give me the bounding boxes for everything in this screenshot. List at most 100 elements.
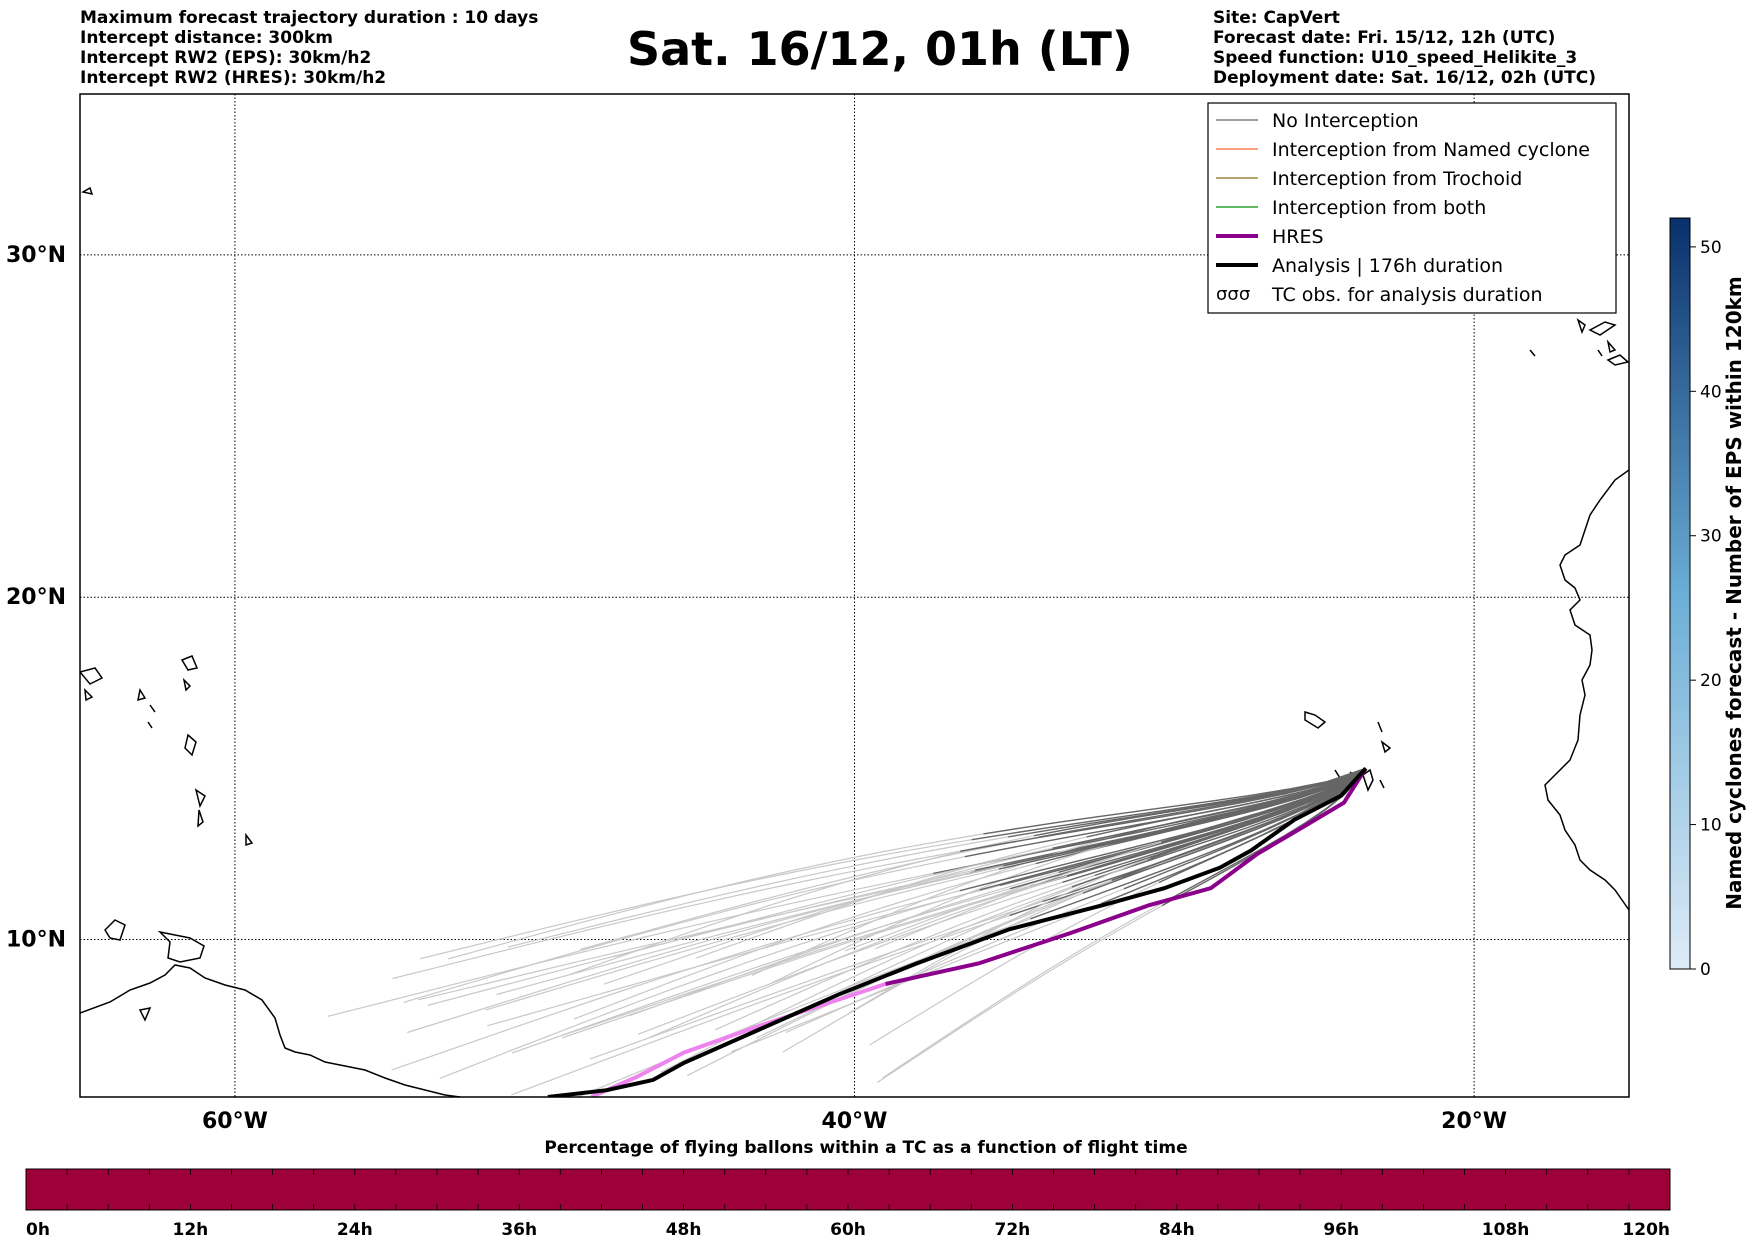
colorbar-right-label: Named cyclones forecast - Number of EPS …: [1722, 276, 1746, 910]
lon-tick-label: 20°W: [1441, 1109, 1507, 1134]
ensemble-track-far: [614, 847, 1053, 958]
ensemble-track-far: [439, 889, 980, 1079]
ensemble-track-far: [637, 881, 1063, 1035]
ensemble-track-near: [1008, 767, 1366, 838]
antilles-coast: [137, 655, 254, 847]
ensemble-track-far: [848, 857, 1151, 1014]
lat-tick-label: 10°N: [6, 928, 66, 953]
colorbar-bottom-tick-label: 120h: [1622, 1220, 1670, 1240]
colorbar-bottom-tick-label: 36h: [501, 1220, 537, 1240]
info-line: Forecast date: Fri. 15/12, 12h (UTC): [1213, 28, 1556, 48]
ensemble-track-far: [771, 841, 1119, 984]
ensemble-track-near: [1052, 767, 1367, 849]
ensemble-track-near: [1066, 767, 1367, 877]
colorbar-bottom-tick-label: 72h: [995, 1220, 1031, 1240]
colorbar-bottom: Percentage of flying ballons within a TC…: [25, 1138, 1671, 1240]
colorbar-right-tick-label: 20: [1700, 671, 1722, 691]
trinidad-coast: [157, 930, 205, 963]
ensemble-track-far: [755, 879, 1112, 1039]
info-line: Maximum forecast trajectory duration : 1…: [80, 8, 539, 28]
ensemble-track-far: [511, 888, 1011, 1054]
ensemble-track-near: [964, 767, 1366, 858]
legend-box: [1207, 102, 1617, 314]
ensemble-track-far: [403, 856, 965, 1003]
colorbar-bottom-tick-label: 24h: [337, 1220, 373, 1240]
ensemble-track-far: [447, 833, 984, 960]
ensemble-track-far: [580, 836, 1039, 950]
legend-label: HRES: [1272, 226, 1324, 248]
colorbar-right-tick-label: 50: [1700, 238, 1722, 258]
colorbar-bottom-tick-label: 0h: [26, 1220, 50, 1240]
main-trajectories: [547, 767, 1368, 1097]
legend-label: Analysis | 176h duration: [1272, 255, 1503, 277]
ensemble-track-far: [874, 841, 1162, 950]
ensemble-track-far: [485, 868, 1000, 1011]
ensemble-track-near: [1082, 767, 1367, 894]
info-line: Deployment date: Sat. 16/12, 02h (UTC): [1213, 68, 1597, 88]
colorbar-bottom-label: Percentage of flying ballons within a TC…: [544, 1138, 1187, 1158]
canary-islands-coast: [1529, 318, 1629, 366]
page-title: Sat. 16/12, 01h (LT): [627, 22, 1133, 76]
ensemble-track-far: [327, 872, 934, 1017]
colorbar-right-tick-label: 10: [1700, 816, 1722, 836]
ensemble-trajectories: [327, 767, 1367, 1097]
ensemble-track-near: [959, 767, 1367, 892]
ensemble-track-far: [882, 901, 1165, 1079]
ensemble-track-far: [603, 849, 1049, 985]
ensemble-track-far: [782, 876, 1124, 1053]
northern-islands-coast: [80, 186, 94, 196]
hres-track: [885, 767, 1368, 986]
info-line: Intercept distance: 300km: [80, 28, 333, 48]
ensemble-track-far: [392, 850, 961, 980]
colorbar-bottom-tick-label: 84h: [1159, 1220, 1195, 1240]
lat-tick-label: 30°N: [6, 243, 66, 268]
tc-obs-symbol-icon: σσσ: [1216, 284, 1250, 305]
lon-tick-label: 40°W: [822, 1109, 888, 1134]
longitude-labels: 60°W 40°W 20°W: [202, 1109, 1507, 1134]
map-frame: [79, 93, 1630, 1098]
ensemble-track-far: [487, 884, 1000, 1027]
ensemble-track-near: [1003, 767, 1367, 867]
ensemble-track-far: [496, 865, 1004, 996]
colorbar-bottom-bar: [25, 1168, 1671, 1211]
ensemble-track-far: [628, 871, 1059, 1017]
ensemble-track-near: [1111, 767, 1367, 881]
ensemble-track-far: [714, 874, 1095, 1031]
legend-label: Interception from Trochoid: [1272, 168, 1522, 190]
colorbar-bottom-tick-label: 60h: [830, 1220, 866, 1240]
colorbar-bottom-tick-label: 96h: [1323, 1220, 1359, 1240]
legend-label: Interception from Named cyclone: [1272, 139, 1590, 161]
africa-coast: [1544, 469, 1629, 911]
lat-tick-label: 20°N: [6, 585, 66, 610]
colorbar-right-tick-label: 0: [1700, 960, 1711, 980]
ensemble-track-far: [576, 918, 1031, 1097]
ensemble-track-near: [983, 767, 1366, 835]
ensemble-track-near: [960, 767, 1366, 852]
coastlines: [80, 186, 1629, 1097]
legend-label: Interception from both: [1272, 197, 1486, 219]
colorbar-right-gradient: [1669, 217, 1691, 970]
ensemble-track-far: [391, 890, 960, 1071]
info-left: Maximum forecast trajectory duration : 1…: [80, 8, 538, 88]
ensemble-track-near: [1094, 767, 1367, 877]
ensemble-track-far: [561, 885, 1031, 1037]
ensemble-track-far: [869, 881, 1160, 1046]
lon-tick-label: 60°W: [202, 1109, 268, 1134]
colorbar-bottom-tick-label: 48h: [666, 1220, 702, 1240]
colorbar-right-tick-label: 30: [1700, 527, 1722, 547]
hres-track-late: [590, 982, 887, 1097]
info-line: Speed function: U10_speed_Helikite_3: [1213, 48, 1578, 68]
info-line: Site: CapVert: [1213, 8, 1340, 28]
legend: No Interception Interception from Named c…: [1207, 102, 1617, 314]
latitude-labels: 30°N 20°N 10°N: [6, 243, 66, 953]
south-america-coast: [80, 964, 461, 1097]
ensemble-track-far: [876, 905, 1163, 1084]
ensemble-track-far: [562, 886, 1032, 1039]
ensemble-track-near: [1030, 767, 1367, 920]
ensemble-track-far: [507, 836, 1009, 948]
ensemble-track-far: [569, 835, 1035, 976]
analysis-track: [547, 767, 1368, 1097]
info-right: Site: CapVert Forecast date: Fri. 15/12,…: [1213, 8, 1596, 88]
colorbar-right-tick-label: 40: [1700, 382, 1722, 402]
